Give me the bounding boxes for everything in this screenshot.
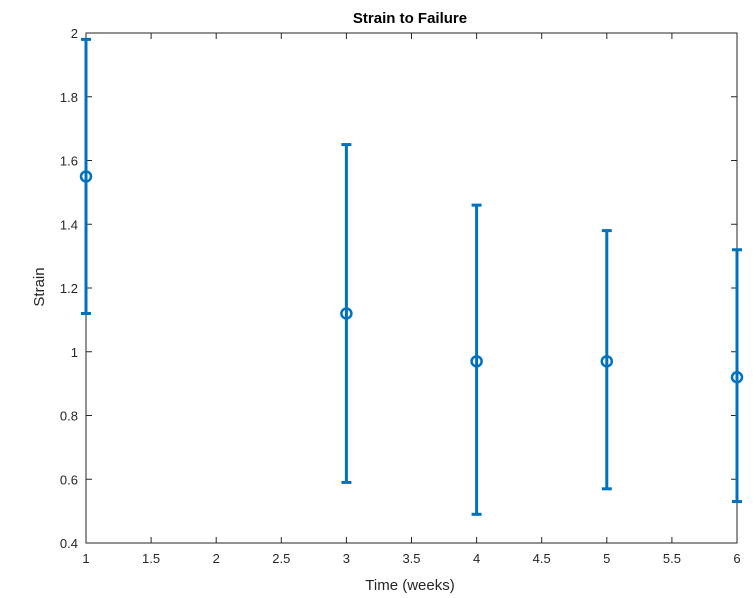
mean-marker <box>730 371 744 384</box>
x-tick-label: 1.5 <box>142 551 160 566</box>
y-tick-label: 0.6 <box>60 472 78 487</box>
x-tick-label: 2 <box>213 551 220 566</box>
x-tick-label: 4 <box>473 551 480 566</box>
x-tick-label: 2.5 <box>272 551 290 566</box>
x-tick-label: 4.5 <box>533 551 551 566</box>
mean-marker <box>79 170 93 183</box>
x-tick-label: 6 <box>733 551 740 566</box>
y-tick-label: 0.8 <box>60 409 78 424</box>
data-point-group <box>600 229 614 491</box>
y-tick-label: 2 <box>71 26 78 41</box>
data-series <box>79 37 744 516</box>
axes <box>85 32 738 544</box>
y-tick-label: 0.4 <box>60 536 78 551</box>
y-tick-label: 1.6 <box>60 154 78 169</box>
x-ticks: 1 1.5 2 2.5 3 3.5 4 4.5 5 5.5 6 <box>82 33 741 566</box>
chart-title: Strain to Failure <box>353 10 467 27</box>
y-tick-label: 1.8 <box>60 90 78 105</box>
x-tick-label: 3 <box>343 551 350 566</box>
y-tick-label: 1.2 <box>60 281 78 296</box>
x-tick-label: 3.5 <box>402 551 420 566</box>
y-tick-label: 1.4 <box>60 217 78 232</box>
data-point-group <box>470 203 483 516</box>
mean-marker <box>340 307 353 320</box>
y-tick-label: 1 <box>71 345 78 360</box>
mean-marker <box>600 355 614 368</box>
x-tick-label: 5 <box>603 551 610 566</box>
x-axis-title: Time (weeks) <box>365 577 454 594</box>
x-tick-label: 5.5 <box>663 551 681 566</box>
mean-marker <box>470 355 483 368</box>
data-point-group <box>340 143 353 484</box>
plot-box <box>85 32 738 544</box>
x-tick-label: 1 <box>82 551 89 566</box>
data-point-group <box>730 248 744 504</box>
y-axis-title: Strain <box>31 267 48 306</box>
y-ticks: 0.4 0.6 0.8 1 1.2 1.4 1.6 1.8 2 <box>60 26 737 551</box>
data-point-group <box>79 37 93 315</box>
